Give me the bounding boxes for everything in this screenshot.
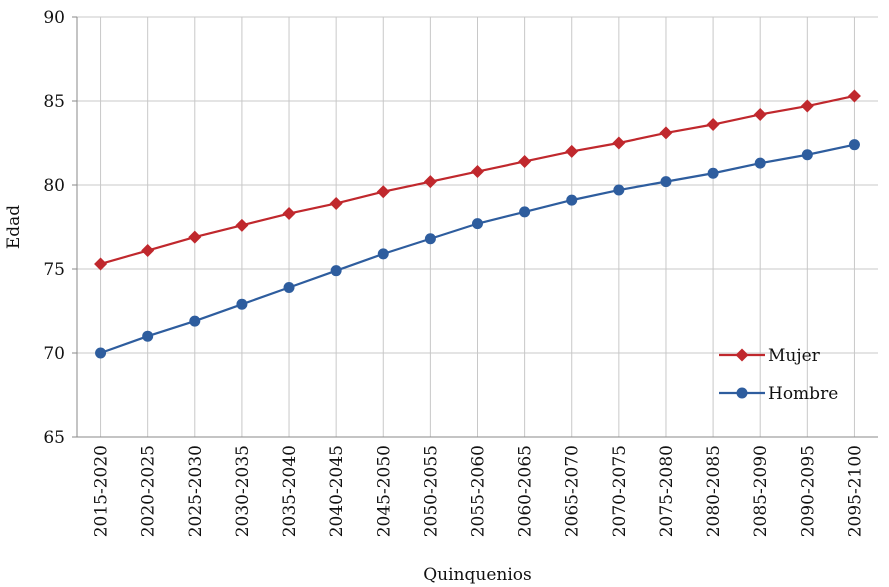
data-point-hombre xyxy=(613,184,625,196)
x-tick-label: 2015-2020 xyxy=(92,445,112,537)
y-tick-label: 85 xyxy=(43,92,65,112)
data-point-hombre xyxy=(377,248,389,260)
data-point-hombre xyxy=(142,330,154,342)
legend-item-mujer: Mujer xyxy=(719,346,821,366)
data-point-mujer xyxy=(612,136,626,150)
y-tick-label: 75 xyxy=(43,260,65,280)
x-tick-label: 2045-2050 xyxy=(374,445,394,537)
data-point-hombre xyxy=(236,298,248,310)
x-tick-label: 2075-2080 xyxy=(657,445,677,537)
data-point-hombre xyxy=(754,157,766,169)
x-tick-label: 2020-2025 xyxy=(139,445,159,537)
legend-label-hombre: Hombre xyxy=(768,384,838,404)
x-tick-label: 2035-2040 xyxy=(280,445,300,537)
data-point-mujer xyxy=(94,257,108,271)
data-point-mujer xyxy=(753,107,767,121)
x-tick-label: 2085-2090 xyxy=(751,445,771,537)
x-tick-label: 2065-2070 xyxy=(563,445,583,537)
data-point-hombre xyxy=(848,139,860,151)
y-tick-label: 80 xyxy=(43,176,65,196)
data-point-mujer xyxy=(518,154,532,168)
series-layer xyxy=(94,89,861,359)
x-tick-label: 2050-2055 xyxy=(421,445,441,537)
data-point-mujer xyxy=(141,244,155,258)
data-point-mujer xyxy=(282,207,296,221)
y-tick-label: 70 xyxy=(43,344,65,364)
data-point-mujer xyxy=(659,126,673,140)
legend-marker-hombre xyxy=(736,387,748,399)
data-point-mujer xyxy=(706,118,720,132)
data-point-mujer xyxy=(423,175,437,189)
x-tick-label: 2080-2085 xyxy=(704,445,724,537)
x-tick-label: 2030-2035 xyxy=(233,445,253,537)
legend-item-hombre: Hombre xyxy=(719,384,838,404)
y-axis: 65 70 75 80 85 90 xyxy=(43,8,77,448)
data-point-mujer xyxy=(235,218,249,232)
grid xyxy=(77,16,878,438)
x-tick-label: 2090-2095 xyxy=(798,445,818,537)
x-tick-label: 2095-2100 xyxy=(845,445,865,537)
legend: Mujer Hombre xyxy=(719,346,838,404)
x-axis-title: Quinquenios xyxy=(423,565,532,585)
x-tick-label: 2025-2030 xyxy=(186,445,206,537)
data-point-hombre xyxy=(189,315,201,327)
plot-area xyxy=(76,17,878,438)
x-tick-label: 2070-2075 xyxy=(610,445,630,537)
data-point-hombre xyxy=(519,206,531,218)
data-point-hombre xyxy=(283,281,295,293)
data-point-hombre xyxy=(95,347,107,359)
data-point-mujer xyxy=(565,144,579,158)
x-tick-label: 2040-2045 xyxy=(327,445,347,537)
data-point-mujer xyxy=(329,196,343,210)
data-point-hombre xyxy=(801,149,813,161)
data-point-mujer xyxy=(376,185,390,199)
data-point-mujer xyxy=(800,99,814,113)
legend-label-mujer: Mujer xyxy=(768,346,821,366)
data-point-mujer xyxy=(188,230,202,244)
y-axis-title: Edad xyxy=(4,205,24,249)
x-tick-label: 2055-2060 xyxy=(469,445,489,537)
y-tick-label: 65 xyxy=(43,428,65,448)
data-point-hombre xyxy=(707,167,719,179)
data-point-hombre xyxy=(566,194,578,206)
legend-marker-mujer xyxy=(735,348,749,362)
x-axis: 2015-2020 2020-2025 2025-2030 2030-2035 2035… xyxy=(92,445,866,537)
data-point-hombre xyxy=(330,265,342,277)
data-point-hombre xyxy=(424,233,436,245)
data-point-mujer xyxy=(471,165,484,179)
data-point-hombre xyxy=(660,176,672,188)
y-tick-label: 90 xyxy=(43,8,65,28)
x-tick-label: 2060-2065 xyxy=(516,445,536,537)
data-point-mujer xyxy=(847,89,861,103)
data-point-hombre xyxy=(472,218,483,230)
